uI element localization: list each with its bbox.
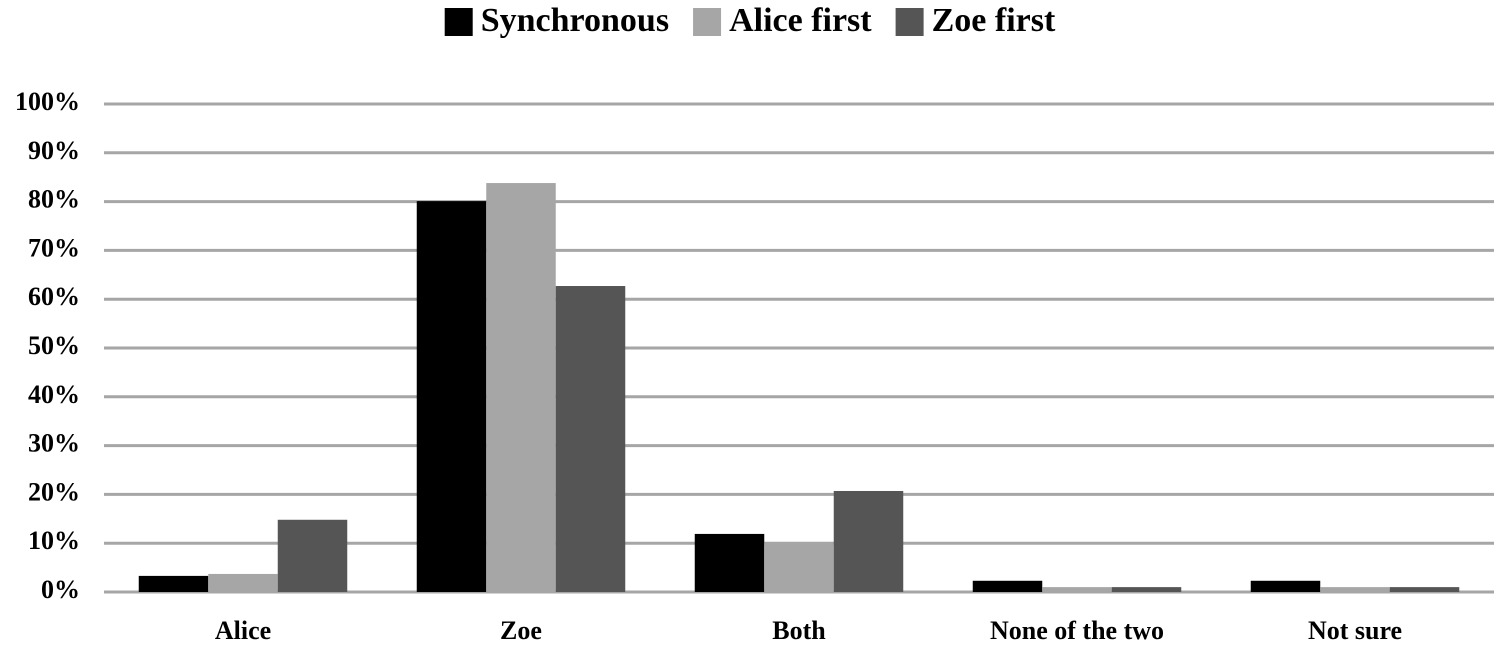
bar xyxy=(1389,587,1460,592)
bar xyxy=(694,533,765,592)
legend: Synchronous Alice first Zoe first xyxy=(444,2,1056,39)
bar xyxy=(972,580,1043,592)
y-tick-label: 60% xyxy=(28,282,80,311)
bar xyxy=(764,542,834,592)
y-tick-label: 50% xyxy=(28,331,80,360)
y-tick-label: 100% xyxy=(15,87,80,116)
y-tick-label: 80% xyxy=(28,185,80,214)
x-tick-label: Zoe xyxy=(500,616,542,645)
y-tick-label: 10% xyxy=(28,526,80,555)
bar xyxy=(1250,580,1321,592)
x-tick-label: Both xyxy=(772,616,826,645)
bar xyxy=(1320,587,1390,592)
x-tick-label: None of the two xyxy=(990,616,1164,645)
bar xyxy=(208,573,278,592)
bars xyxy=(138,183,1460,592)
legend-swatch xyxy=(693,8,722,36)
bar xyxy=(486,183,556,592)
bar xyxy=(1111,587,1182,592)
y-tick-label: 20% xyxy=(28,477,80,506)
bar xyxy=(277,519,348,592)
legend-label: Synchronous xyxy=(481,2,669,39)
legend-swatch xyxy=(895,8,924,36)
x-tick-label: Not sure xyxy=(1308,616,1402,645)
y-tick-label: 70% xyxy=(28,233,80,262)
bar xyxy=(416,201,487,592)
bar xyxy=(1042,587,1112,592)
grid: 0% 10% 20% 30% 40% 50% 60% 70% 80% 90% 100% Alice Zo… xyxy=(15,87,1494,645)
bar xyxy=(833,490,904,592)
bar xyxy=(555,286,626,592)
y-tick-label: 0% xyxy=(41,575,80,604)
y-tick-label: 40% xyxy=(28,380,80,409)
x-tick-label: Alice xyxy=(215,616,271,645)
y-tick-label: 90% xyxy=(28,136,80,165)
legend-swatch xyxy=(444,8,473,36)
legend-label: Zoe first xyxy=(932,2,1056,39)
y-tick-label: 30% xyxy=(28,429,80,458)
legend-label: Alice first xyxy=(729,2,872,39)
bar xyxy=(138,575,209,592)
